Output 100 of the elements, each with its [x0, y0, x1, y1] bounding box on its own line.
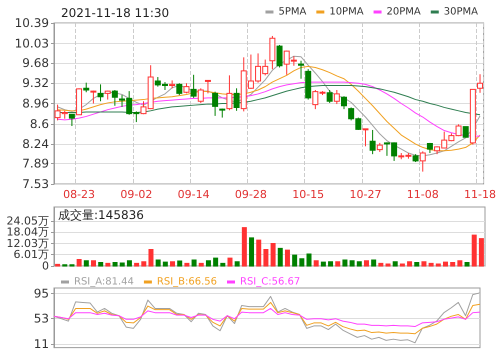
y-tick-label: 18.04万 [6, 226, 49, 239]
candlestick [176, 82, 182, 96]
bar [148, 249, 154, 266]
legend-label: 20PMA [386, 6, 421, 18]
bar [120, 262, 125, 266]
y-tick-label: 95 [34, 286, 49, 300]
bar [263, 249, 268, 266]
candlestick [334, 89, 340, 105]
y-tick-label: 9.32 [22, 76, 49, 90]
bar [162, 262, 168, 266]
annotation: 成交量:145836 [58, 208, 144, 222]
candlestick [340, 96, 347, 110]
candlestick [198, 88, 204, 104]
candlestick [104, 90, 111, 100]
x-tick-label: 09-28 [234, 188, 267, 201]
bar [91, 260, 96, 266]
bar [292, 254, 298, 266]
bar [442, 262, 448, 266]
bar [472, 234, 477, 266]
candlestick [234, 88, 240, 112]
y-tick-label: 8.24 [22, 137, 49, 152]
bar [84, 260, 89, 266]
legend-label: 10PMA [329, 6, 364, 18]
bar [170, 261, 176, 266]
bar [378, 262, 384, 266]
bar [421, 261, 426, 266]
candlestick [298, 60, 304, 80]
bar [364, 260, 369, 266]
y-tick-label: 24.05万 [6, 214, 49, 228]
y-tick-label: 8.6 [30, 116, 49, 131]
y-tick-label: 12.03万 [6, 236, 49, 250]
x-tick-label: 09-14 [178, 188, 210, 201]
bar [220, 262, 226, 266]
y-tick-label: 53 [34, 312, 49, 326]
bar [457, 260, 462, 266]
bar [249, 237, 254, 266]
bar [177, 260, 182, 266]
bar [386, 263, 391, 266]
candlestick [204, 80, 211, 94]
y-tick-label: 10.39 [14, 16, 49, 30]
legend-label: RSI_B:66.56 [156, 276, 218, 288]
bar [299, 258, 304, 266]
bar [414, 262, 420, 266]
bar [407, 261, 412, 266]
candlestick [326, 89, 333, 104]
candlestick [68, 114, 75, 127]
chart-title: 2021-11-18 11:30 [61, 6, 170, 20]
bar [392, 261, 398, 266]
candlestick [190, 74, 197, 98]
candlestick [98, 84, 104, 102]
y-tick-label: 7.89 [22, 156, 49, 171]
bar [464, 262, 470, 266]
candlestick [362, 128, 368, 147]
bar [450, 262, 456, 266]
candlestick [219, 108, 226, 118]
line-series [54, 308, 480, 328]
x-tick-label: 08-23 [63, 188, 96, 201]
x-tick-label: 10-27 [349, 188, 382, 201]
y-tick-label: 0 [42, 260, 49, 272]
bar [270, 243, 276, 266]
candlestick [420, 150, 426, 172]
bar [192, 260, 197, 266]
bar [134, 262, 140, 266]
bar [256, 240, 262, 266]
bar [98, 262, 104, 266]
bar [428, 262, 434, 266]
candlestick [370, 129, 376, 155]
bar [126, 260, 132, 266]
bar [314, 260, 319, 266]
y-tick-label: 10.03 [14, 36, 49, 50]
bar [478, 238, 484, 266]
bar [436, 263, 441, 266]
legend-label: RSI_A:81.44 [74, 276, 134, 288]
x-tick-label: 11-18 [464, 188, 496, 201]
y-tick-label: 8.96 [22, 96, 49, 110]
candlestick [276, 44, 283, 68]
bar [141, 261, 146, 266]
bar [112, 262, 118, 266]
bar [206, 260, 211, 266]
bar [198, 262, 204, 266]
y-tick-label: 7.53 [22, 177, 49, 191]
bar [184, 262, 190, 266]
bar [350, 260, 355, 266]
bar [371, 260, 376, 266]
candlestick [376, 142, 383, 152]
candlestick [90, 90, 96, 104]
bar [234, 261, 240, 266]
y-tick-label: 6.01万 [14, 248, 49, 262]
bar [213, 258, 218, 266]
y-tick-label: 11 [34, 337, 49, 350]
bar [156, 260, 161, 266]
bar [328, 261, 334, 266]
legend-label: 5PMA [278, 6, 306, 18]
bar [335, 261, 340, 266]
bar [242, 227, 247, 266]
legend-label: 30PMA [444, 6, 478, 18]
legend-label: RSI_C:56.67 [240, 276, 300, 288]
candlestick [226, 74, 232, 111]
candlestick [477, 74, 484, 94]
x-tick-label: 09-02 [120, 188, 152, 201]
